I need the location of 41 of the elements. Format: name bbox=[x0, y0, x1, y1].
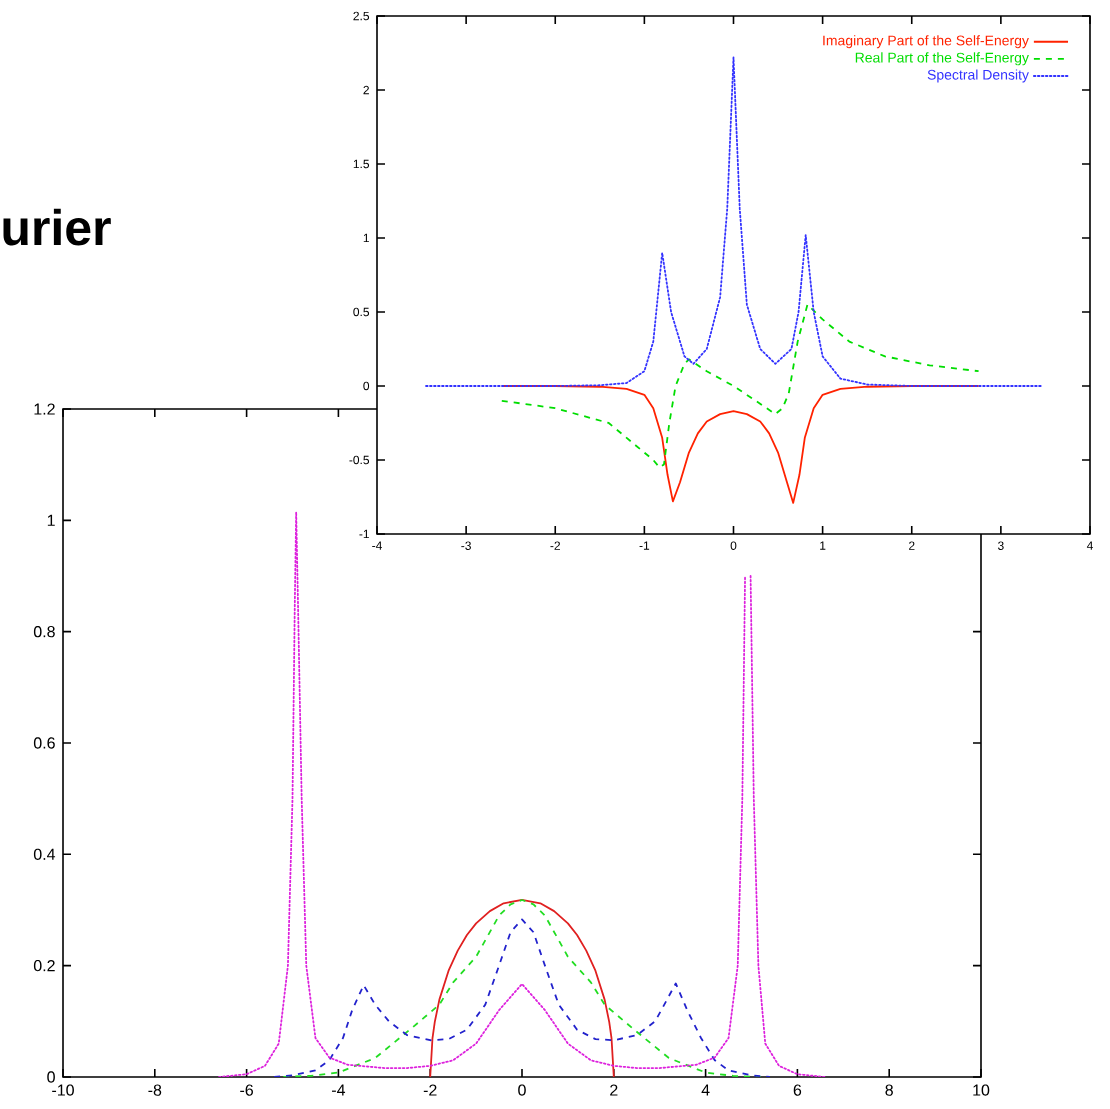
x-tick-label: -4 bbox=[372, 541, 382, 550]
x-tick-label: 3 bbox=[998, 541, 1004, 550]
y-tick-label: 1 bbox=[363, 233, 369, 243]
x-tick-label: 0 bbox=[730, 541, 737, 550]
y-tick-label: 2 bbox=[363, 85, 369, 95]
y-tick-label: 1.5 bbox=[353, 159, 370, 169]
legend-label: Imaginary Part of the Self-Energy bbox=[823, 35, 1029, 49]
y-tick-label: 0.4 bbox=[33, 848, 56, 860]
text: urier bbox=[3, 208, 111, 246]
y-tick-label: 0 bbox=[363, 381, 370, 391]
x-tick-label: -2 bbox=[550, 541, 560, 550]
x-tick-label: 2 bbox=[909, 541, 915, 550]
x-tick-label: -10 bbox=[52, 1084, 74, 1096]
x-tick-label: -6 bbox=[240, 1084, 254, 1096]
x-tick-label: -2 bbox=[423, 1084, 437, 1096]
x-tick-label: -3 bbox=[461, 541, 471, 550]
x-tick-label: 6 bbox=[793, 1084, 802, 1096]
y-tick-label: 1 bbox=[47, 514, 55, 526]
x-tick-label: 2 bbox=[610, 1084, 618, 1096]
x-tick-label: 4 bbox=[1086, 541, 1093, 550]
x-tick-label: -1 bbox=[639, 541, 650, 550]
y-tick-label: 2.5 bbox=[353, 11, 370, 21]
x-tick-label: -8 bbox=[148, 1084, 162, 1096]
y-tick-label: 0.6 bbox=[33, 737, 55, 749]
y-tick-label: 0.5 bbox=[353, 307, 370, 317]
x-tick-label: 8 bbox=[885, 1084, 893, 1096]
x-tick-label: -4 bbox=[332, 1084, 346, 1096]
y-tick-label: -0.5 bbox=[349, 455, 370, 465]
line-series bbox=[429, 899, 615, 1077]
x-tick-label: 1 bbox=[820, 541, 826, 550]
legend-label: Real Part of the Self-Energy bbox=[855, 52, 1029, 66]
x-tick-label: 4 bbox=[701, 1084, 710, 1096]
legend-label: Spectral Density bbox=[927, 69, 1029, 83]
x-tick-label: 0 bbox=[518, 1084, 526, 1096]
y-tick-label: 1.2 bbox=[34, 403, 55, 415]
x-tick-label: 10 bbox=[973, 1084, 990, 1096]
y-tick-label: 0.8 bbox=[33, 626, 55, 638]
y-tick-label: 0 bbox=[47, 1071, 55, 1083]
line-series bbox=[500, 303, 980, 469]
y-tick-label: -1 bbox=[359, 529, 369, 539]
y-tick-label: 0.2 bbox=[33, 959, 55, 972]
